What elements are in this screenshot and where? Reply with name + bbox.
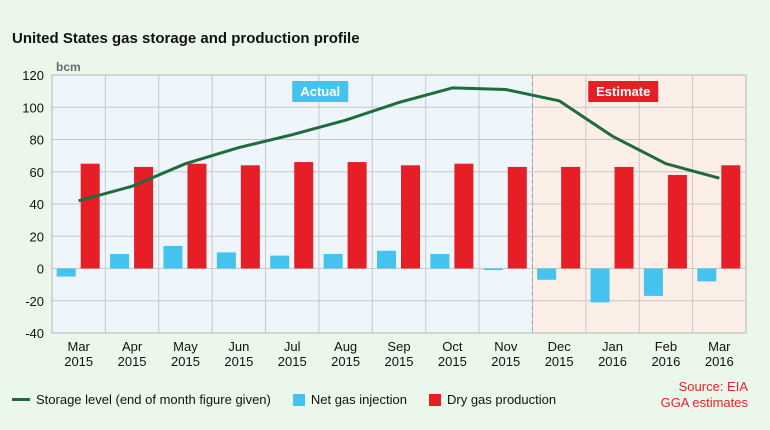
source-line-2: GGA estimates (660, 395, 748, 410)
y-tick-label: -40 (25, 326, 44, 341)
source-note: Source: EIA GGA estimates (661, 379, 748, 411)
x-tick-year: 2015 (64, 354, 93, 369)
y-tick-label: 60 (30, 165, 44, 180)
production-bar (187, 163, 207, 269)
x-tick-month: Dec (548, 339, 572, 354)
y-tick-label: 120 (22, 68, 44, 83)
x-tick-year: 2015 (118, 354, 147, 369)
estimate-label: Estimate (596, 84, 650, 99)
x-tick-year: 2016 (705, 354, 734, 369)
x-tick-month: Jan (602, 339, 623, 354)
x-tick-month: Mar (708, 339, 731, 354)
y-tick-label: 80 (30, 133, 44, 148)
production-bar (561, 166, 581, 269)
legend-label-production: Dry gas production (446, 392, 557, 407)
injection-bar (56, 268, 76, 277)
x-tick-year: 2015 (224, 354, 253, 369)
injection-bar (270, 255, 290, 269)
production-bar (454, 163, 474, 269)
plot-border (51, 74, 747, 334)
y-axis-ticks: -40 -20 0 20 40 60 80 100 120 (22, 68, 44, 341)
chart-title: United States gas storage and production… (12, 30, 360, 47)
legend-swatch-production (428, 393, 441, 406)
x-tick-month: Mar (67, 339, 90, 354)
production-bar (240, 165, 260, 269)
production-bar (134, 166, 154, 269)
production-bar (507, 166, 527, 269)
x-tick-month: Apr (122, 339, 143, 354)
storage-line-layer (78, 86, 720, 203)
actual-label: Actual (300, 84, 340, 99)
production-bar (614, 166, 634, 269)
y-tick-label: 100 (22, 100, 44, 115)
production-bar (347, 162, 367, 269)
x-tick-year: 2016 (651, 354, 680, 369)
legend-label-storage: Storage level (end of month figure given… (36, 392, 271, 407)
y-tick-label: 0 (37, 262, 44, 277)
injection-bar (697, 268, 717, 282)
production-bar (80, 163, 100, 269)
storage-level-line (78, 86, 720, 203)
x-tick-month: Nov (494, 339, 518, 354)
injection-bar (323, 253, 343, 269)
x-tick-month: Aug (334, 339, 357, 354)
region-labels: Actual Estimate (292, 81, 659, 102)
x-axis-ticks: Mar2015Apr2015May2015Jun2015Jul2015Aug20… (64, 339, 734, 369)
injection-bar (483, 268, 503, 271)
production-bar (401, 165, 420, 269)
x-tick-year: 2015 (278, 354, 307, 369)
injection-bar (163, 245, 183, 269)
x-tick-year: 2016 (598, 354, 627, 369)
x-tick-month: May (173, 339, 198, 354)
injection-bar (643, 268, 663, 296)
production-bar (667, 174, 687, 269)
actual-label-box (292, 81, 349, 102)
x-tick-year: 2015 (331, 354, 360, 369)
legend-item-injection: Net gas injection (292, 392, 407, 407)
legend-item-storage: Storage level (end of month figure given… (12, 392, 271, 407)
y-axis-unit-label: bcm (56, 60, 81, 74)
x-tick-year: 2015 (491, 354, 520, 369)
production-bar (721, 165, 741, 269)
legend-label-injection: Net gas injection (310, 392, 407, 407)
production-bar (294, 162, 314, 269)
y-tick-label: -20 (25, 294, 44, 309)
injection-bar (377, 250, 396, 269)
bars (56, 162, 741, 303)
injection-bar (110, 253, 130, 269)
y-tick-label: 20 (30, 229, 44, 244)
injection-bar (537, 268, 557, 280)
gridlines (51, 74, 747, 334)
x-tick-year: 2015 (171, 354, 200, 369)
x-tick-year: 2015 (385, 354, 414, 369)
injection-bar (430, 253, 450, 269)
x-tick-month: Jun (228, 339, 249, 354)
injection-bar (590, 268, 610, 303)
legend: Storage level (end of month figure given… (12, 392, 612, 407)
x-tick-month: Feb (655, 339, 677, 354)
x-tick-year: 2015 (545, 354, 574, 369)
x-tick-month: Oct (442, 339, 463, 354)
injection-bar (216, 252, 236, 269)
legend-item-production: Dry gas production (428, 392, 557, 407)
x-tick-month: Jul (284, 339, 301, 354)
legend-swatch-storage (12, 398, 30, 401)
estimate-label-box (588, 81, 659, 102)
legend-swatch-injection (292, 393, 305, 406)
x-tick-year: 2015 (438, 354, 467, 369)
x-tick-month: Sep (387, 339, 410, 354)
source-line-1: Source: EIA (678, 379, 748, 394)
y-tick-label: 40 (30, 197, 44, 212)
